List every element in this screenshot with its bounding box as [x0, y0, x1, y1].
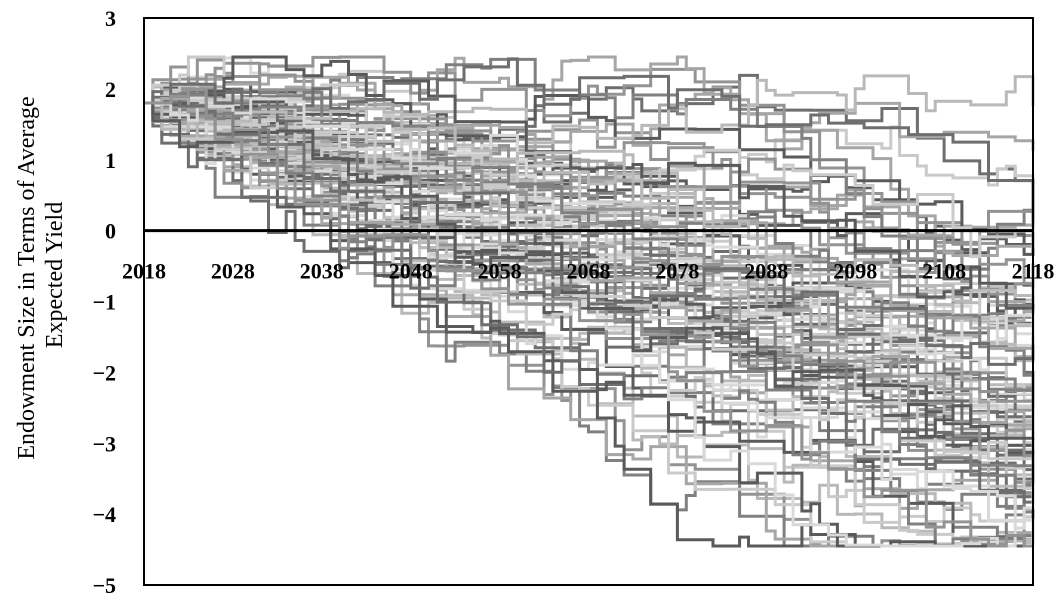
simulation-path: [144, 88, 1033, 548]
y-axis-title: Endowment Size in Terms of Average Expec…: [14, 90, 68, 459]
simulation-path: [144, 101, 1035, 366]
y-tick-label: 1: [105, 148, 116, 173]
y-axis-title-line1: Endowment Size in Terms of Average: [14, 96, 40, 459]
x-tick-label: 2048: [389, 259, 433, 284]
x-tick-label: 2038: [300, 259, 344, 284]
x-tick-label: 2068: [567, 259, 611, 284]
y-tick-label: −1: [92, 290, 116, 315]
x-tick-label: 2078: [655, 259, 699, 284]
y-tick-label: 2: [105, 77, 116, 102]
y-tick-label: −4: [92, 502, 116, 527]
series-layer: [144, 55, 1035, 548]
y-tick-label: −3: [92, 431, 116, 456]
x-tick-label: 2028: [211, 259, 255, 284]
x-tick-label: 2058: [478, 259, 522, 284]
simulation-path: [144, 93, 1035, 484]
plot-frame: [143, 17, 1034, 586]
x-axis-ticks: 2018 2028 2038 2048 2058 2068 2078 2088 2098 2108…: [122, 259, 1054, 284]
simulation-path: [144, 97, 1035, 350]
x-tick-label: 2108: [922, 259, 966, 284]
y-axis-title-line2: Expected Yield: [42, 202, 68, 348]
simulation-path: [144, 101, 1035, 303]
x-tick-label: 2098: [833, 259, 877, 284]
simulation-path: [144, 55, 1035, 310]
y-axis-ticks: 3 2 1 0 −1 −2 −3 −4 −5: [92, 6, 116, 593]
x-tick-label: 2118: [1012, 259, 1055, 284]
y-tick-label: 0: [105, 219, 116, 244]
y-tick-label: 3: [105, 6, 116, 31]
simulation-path: [144, 101, 1035, 440]
x-tick-label: 2088: [744, 259, 788, 284]
y-tick-label: −5: [92, 573, 116, 593]
y-tick-label: −2: [92, 360, 116, 385]
x-tick-label: 2018: [122, 259, 166, 284]
